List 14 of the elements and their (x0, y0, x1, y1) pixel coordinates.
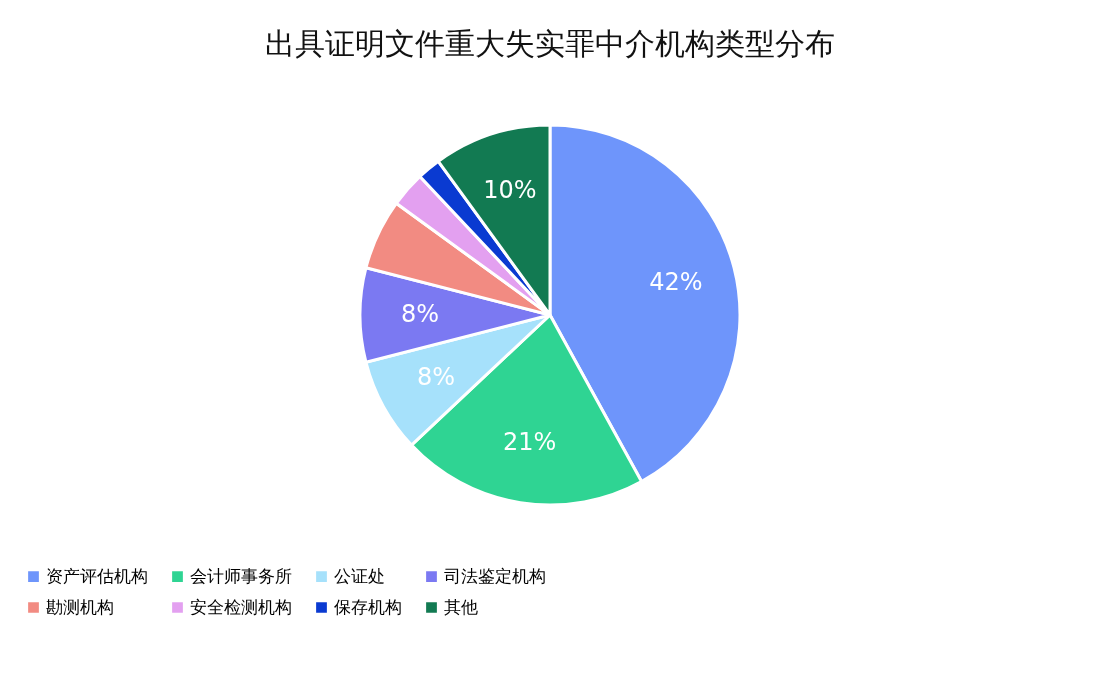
data-label: 10% (483, 176, 537, 205)
legend-label: 安全检测机构 (190, 596, 292, 617)
data-label: 42% (649, 267, 703, 296)
legend-label: 公证处 (334, 565, 385, 586)
legend-label: 资产评估机构 (46, 565, 148, 586)
data-label: 8% (417, 362, 456, 391)
legend-label: 其他 (444, 596, 478, 617)
legend-label: 保存机构 (334, 596, 402, 617)
data-label: 21% (502, 428, 557, 457)
legend-label: 司法鉴定机构 (444, 565, 546, 586)
chart-title: 出具证明文件重大失实罪中介机构类型分布 (265, 26, 835, 61)
legend-label: 会计师事务所 (190, 565, 292, 586)
data-label: 8% (400, 300, 440, 328)
legend-label: 勘测机构 (46, 596, 114, 617)
